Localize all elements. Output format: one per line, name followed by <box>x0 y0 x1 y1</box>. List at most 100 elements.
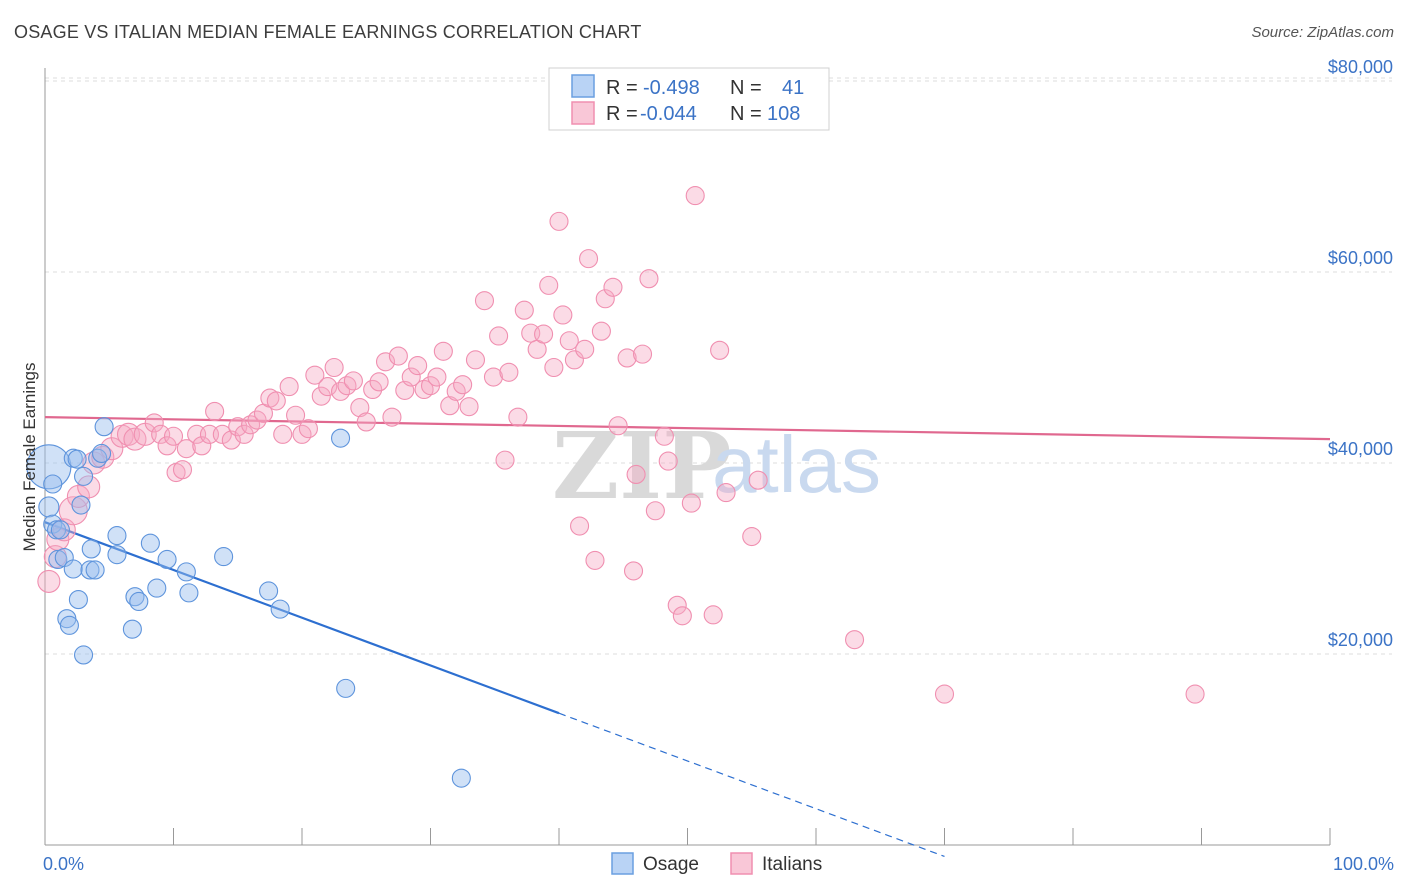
italians-point <box>363 379 383 400</box>
legend-r-label-italians: R = <box>606 103 638 125</box>
legend-n-value-osage: 41 <box>782 77 804 99</box>
osage-point <box>67 449 87 469</box>
y-tick-label: $40,000 <box>1328 439 1393 459</box>
italians-point <box>579 249 599 269</box>
italians-point <box>549 211 569 231</box>
chart-title: OSAGE VS ITALIAN MEDIAN FEMALE EARNINGS … <box>14 22 642 42</box>
italians-point <box>453 375 473 395</box>
italians-point <box>212 424 232 444</box>
italians-point <box>639 269 659 289</box>
italians-point <box>440 396 460 416</box>
italians-point <box>658 451 678 471</box>
italians-point <box>608 416 628 436</box>
legend-n-label-italians: N = <box>730 103 762 125</box>
italians-point <box>382 407 402 427</box>
italians-point <box>603 277 623 297</box>
italians-point <box>667 595 687 615</box>
italians-point <box>305 365 325 385</box>
osage-point <box>451 768 471 788</box>
italians-point <box>286 405 306 425</box>
italians-point <box>116 422 141 446</box>
italians-point <box>626 464 646 485</box>
italians-point <box>489 326 509 346</box>
osage-point <box>71 495 91 515</box>
osage-point <box>59 615 79 635</box>
italians-point <box>91 445 115 469</box>
y-axis-title: Median Female Earnings <box>20 363 39 552</box>
gridlines <box>45 77 1392 655</box>
italians-point <box>369 372 389 392</box>
italians-point <box>559 331 579 351</box>
italians-point <box>483 367 504 387</box>
italians-point <box>234 424 254 444</box>
italians-point <box>710 340 730 360</box>
italians-point <box>266 391 286 411</box>
italians-point <box>37 569 61 593</box>
italians-point <box>495 450 515 470</box>
italians-point <box>703 605 723 625</box>
italians-point <box>157 436 177 456</box>
italians-point <box>176 439 196 459</box>
italians-point <box>585 550 605 570</box>
osage-point <box>63 559 83 579</box>
italians-point <box>433 341 453 361</box>
osage-point <box>81 539 101 559</box>
italians-point <box>685 186 705 206</box>
italians-point <box>534 324 554 344</box>
legend-r-label-osage: R = <box>606 77 638 99</box>
italians-point <box>163 426 184 446</box>
y-tick-label: $80,000 <box>1328 57 1393 77</box>
italians-point <box>564 350 584 370</box>
italians-point <box>934 684 955 704</box>
legend-swatch-italians <box>571 101 595 125</box>
italians-point <box>465 350 486 370</box>
italians-point <box>77 475 101 499</box>
legend-r-value-osage: -0.498 <box>643 77 700 99</box>
italians-point <box>539 275 559 295</box>
italians-point <box>1185 684 1205 704</box>
italians-point <box>273 424 293 444</box>
italians-point <box>544 357 564 378</box>
italians-point <box>508 407 528 427</box>
legend-swatch-osage <box>571 74 595 98</box>
osage-point <box>157 549 177 570</box>
watermark-zip: ZIP <box>552 412 731 520</box>
italians-point <box>144 413 164 433</box>
osage-point <box>43 474 63 494</box>
legend-n-label-osage: N = <box>730 77 762 99</box>
correlation-legend: R = -0.498 N = 41 R = -0.044 N = 108 <box>548 67 830 131</box>
osage-point <box>270 599 290 619</box>
osage-point <box>94 417 114 437</box>
y-tick-label: $20,000 <box>1328 630 1393 650</box>
legend-r-value-italians: -0.044 <box>640 103 697 125</box>
bottom-legend-label-osage: Osage <box>643 854 699 875</box>
italians-point <box>459 397 479 417</box>
series-legend: Osage Italians <box>611 852 822 875</box>
italians-point <box>623 561 644 581</box>
italians-point <box>279 377 299 397</box>
osage-point <box>147 578 167 598</box>
osage-point <box>74 466 94 486</box>
osage-trend-line <box>44 521 560 715</box>
bottom-legend-label-italians: Italians <box>762 854 822 875</box>
x-tick-label-max: 100.0% <box>1333 854 1394 874</box>
italians-point <box>324 357 344 378</box>
italians-point <box>350 398 370 418</box>
osage-point <box>85 560 105 580</box>
italians-point <box>408 356 428 376</box>
x-tick-label-min: 0.0% <box>43 854 84 874</box>
source-label: Source: ZipAtlas.com <box>1251 24 1394 41</box>
italians-point <box>192 436 212 456</box>
bottom-legend-swatch-osage <box>611 852 634 875</box>
osage-point <box>330 428 351 448</box>
italians-point <box>427 367 447 387</box>
italians-point <box>474 291 495 311</box>
osage-point <box>259 581 279 601</box>
osage-point <box>68 590 88 610</box>
osage-point <box>48 549 68 570</box>
italians-point <box>595 289 615 309</box>
italians-point <box>742 526 762 547</box>
osage-point <box>214 547 234 567</box>
italians-point <box>401 367 421 387</box>
